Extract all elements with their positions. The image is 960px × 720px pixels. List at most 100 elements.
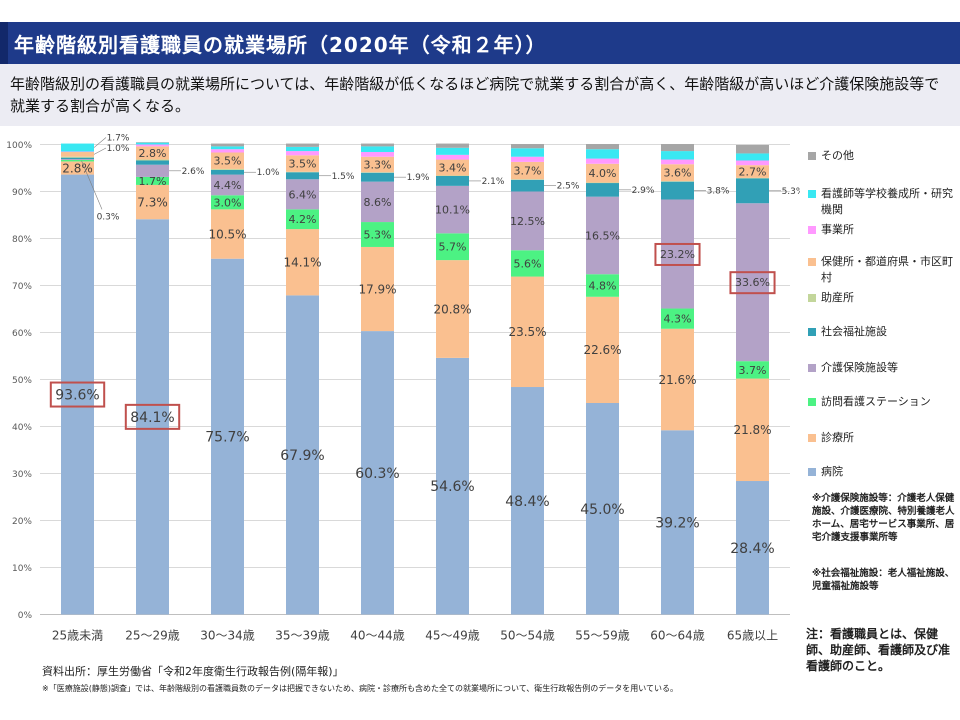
bar-segment <box>286 209 319 230</box>
legend-item: 診療所 <box>808 430 960 446</box>
bar-segment <box>511 276 544 388</box>
bar-segment <box>61 160 94 162</box>
data-label: 1.0% <box>257 168 280 178</box>
x-tick-label: 65歳以上 <box>727 629 778 643</box>
data-label: 3.6% <box>664 167 692 180</box>
bar-segment <box>586 158 619 164</box>
data-label: 5.3% <box>364 228 392 241</box>
bar-segment <box>586 296 619 403</box>
y-tick-label: 10% <box>12 564 32 574</box>
bar-segment <box>436 143 469 148</box>
data-label: 5.3% <box>782 187 800 197</box>
bar-segment <box>361 246 394 332</box>
data-label: 7.3% <box>137 195 168 209</box>
data-label: 45.0% <box>580 502 624 518</box>
bar-segment <box>211 169 244 175</box>
data-label: 3.5% <box>289 157 317 170</box>
bar-segment <box>436 154 469 160</box>
x-tick-label: 60～64歳 <box>650 629 705 643</box>
bar-segment <box>661 328 694 431</box>
bar-segment <box>211 149 244 153</box>
highlight-box <box>124 403 181 430</box>
bar-segment <box>211 174 244 196</box>
data-label: 54.6% <box>430 479 474 495</box>
bar-segment <box>436 357 469 615</box>
bar-segment <box>361 156 394 173</box>
bar-segment <box>586 274 619 297</box>
legend-item: その他 <box>808 148 960 164</box>
remark-text: ※「医療施設(静態)調査」では、年齢階級別の看護職員数のデータは把握できないため… <box>42 684 679 693</box>
y-tick-label: 40% <box>12 423 32 433</box>
source-text: 資料出所：厚生労働省「令和2年度衛生行政報告例(隔年報)」 <box>42 665 344 678</box>
bar-segment <box>286 172 319 180</box>
data-label: 4.4% <box>214 179 242 192</box>
stacked-bar-chart: 0% 10% 20% 30% 40% 50% 60% 70% 80% 90% 100% 25歳未満 25… <box>6 134 800 643</box>
data-label: 67.9% <box>280 448 324 464</box>
legend-label: 事業所 <box>821 223 854 236</box>
bar-segment <box>511 156 544 162</box>
data-label: 6.4% <box>289 188 317 201</box>
bar-segment <box>136 146 169 160</box>
bar-segment <box>511 161 544 180</box>
data-label: 1.7% <box>139 175 167 188</box>
bar-segment <box>361 172 394 182</box>
bar-segment <box>736 160 769 166</box>
data-label: 60.3% <box>355 466 399 482</box>
bar-segment <box>661 199 694 309</box>
data-label: 2.9% <box>632 186 655 196</box>
legend-item: 病院 <box>808 464 960 480</box>
y-tick-label: 20% <box>12 517 32 527</box>
highlight-box <box>729 271 776 295</box>
data-label: 2.7% <box>739 165 767 178</box>
data-label: 33.6% <box>735 276 770 289</box>
leader-line <box>93 137 107 148</box>
data-label: 1.7% <box>107 134 130 144</box>
bar-segment <box>286 146 319 152</box>
legend-swatch <box>808 434 816 442</box>
legend-swatch <box>808 398 816 406</box>
bar-segment <box>361 222 394 247</box>
legend-label: 診療所 <box>821 431 854 444</box>
bar-segment <box>136 184 169 220</box>
leader-line <box>93 147 107 155</box>
bar-segment <box>736 165 769 178</box>
legend-swatch <box>808 190 816 198</box>
data-label: 1.0% <box>107 144 130 154</box>
bar-segment <box>286 229 319 296</box>
highlight-box <box>654 242 701 266</box>
bar-segment <box>736 153 769 161</box>
data-label: 93.6% <box>55 388 99 404</box>
x-tick-label: 25～29歳 <box>125 629 180 643</box>
bar-segment <box>736 361 769 379</box>
bar-segment <box>436 159 469 176</box>
bar-segment <box>286 155 319 172</box>
bar-segment <box>61 159 94 161</box>
data-label: 28.4% <box>730 541 774 557</box>
legend-item: 介護保険施設等 <box>808 360 960 376</box>
data-label: 3.4% <box>439 161 467 174</box>
data-label: 39.2% <box>655 515 699 531</box>
bar-segment <box>511 144 544 149</box>
bar-segment <box>361 152 394 157</box>
legend-swatch <box>808 468 816 476</box>
data-label: 2.8% <box>62 161 93 175</box>
data-label: 4.8% <box>589 279 617 292</box>
data-label: 5.7% <box>439 241 467 254</box>
legend-label: 保健所・都道府県・市区町村 <box>821 255 953 284</box>
intro-panel: 年齢階級別の看護職員の就業場所については、年齢階級が低くなるほど病院で就業する割… <box>0 64 960 126</box>
bar-segment <box>586 196 619 275</box>
bar-segment <box>736 144 769 154</box>
data-label: 10.5% <box>208 227 246 241</box>
bar-segment <box>361 331 394 615</box>
bar-segment <box>511 191 544 251</box>
bar-segment <box>511 179 544 192</box>
bar-segment <box>661 151 694 160</box>
y-tick-label: 70% <box>12 282 32 292</box>
bar-segment <box>736 178 769 204</box>
legend-swatch <box>808 328 816 336</box>
bar-segment <box>511 250 544 277</box>
y-tick-label: 30% <box>12 470 32 480</box>
page-title: 年齢階級別看護職員の就業場所（2020年（令和２年）） <box>14 33 547 57</box>
bar-segment <box>286 143 319 147</box>
data-label: 1.5% <box>332 172 355 182</box>
